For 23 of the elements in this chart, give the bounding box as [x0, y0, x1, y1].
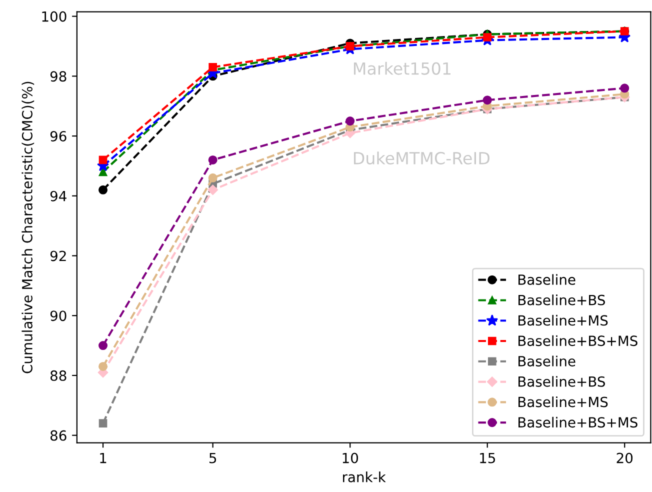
- legend-label: Baseline: [518, 274, 576, 285]
- legend-label: Baseline+BS: [518, 376, 605, 387]
- y-tick-label: 86: [50, 430, 66, 441]
- x-axis-title: rank-k: [343, 472, 386, 482]
- y-tick-label: 96: [50, 130, 66, 142]
- legend-label: Baseline+BS+MS: [518, 335, 638, 346]
- y-tick-label: 94: [50, 190, 66, 202]
- legend-label: Baseline: [518, 356, 576, 366]
- x-tick-label: 5: [209, 452, 216, 464]
- legend-label: Baseline+BS+MS: [518, 416, 638, 428]
- y-tick-label: 92: [50, 250, 66, 262]
- y-tick-label: 90: [50, 310, 66, 322]
- y-axis-title: Cumulative Match Characteristic(CMC)(%): [22, 82, 34, 374]
- legend-label: Baseline+BS: [518, 294, 605, 306]
- y-tick-label: 88: [50, 370, 66, 381]
- y-tick-label: 100: [42, 11, 66, 22]
- legend-label: Baseline+MS: [518, 314, 608, 326]
- legend-label: Baseline+MS: [518, 396, 608, 408]
- x-tick-label: 1: [100, 452, 106, 464]
- x-tick-label: 10: [342, 452, 358, 464]
- x-tick-label: 20: [616, 452, 633, 464]
- y-tick-label: 98: [50, 71, 66, 82]
- x-tick-label: 15: [480, 452, 495, 464]
